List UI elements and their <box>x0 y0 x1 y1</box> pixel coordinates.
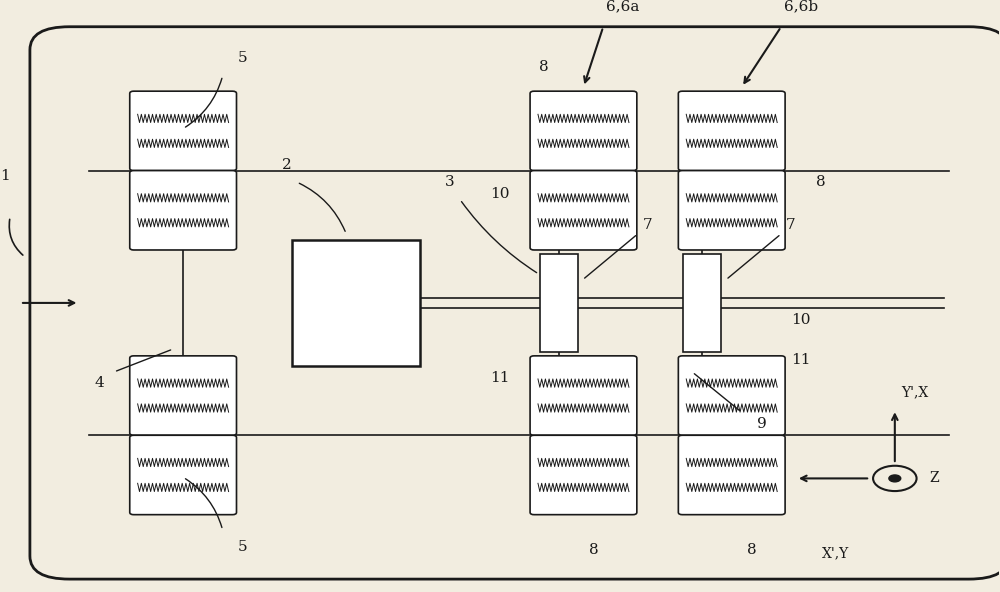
FancyBboxPatch shape <box>530 170 637 250</box>
Text: 10: 10 <box>490 186 509 201</box>
Text: 9: 9 <box>757 417 766 431</box>
Text: 8: 8 <box>589 543 598 557</box>
Text: Y',X: Y',X <box>901 385 928 399</box>
Text: 8: 8 <box>747 543 756 557</box>
Bar <box>683 254 721 352</box>
Text: 10: 10 <box>791 313 811 327</box>
FancyBboxPatch shape <box>130 91 236 170</box>
FancyBboxPatch shape <box>130 356 236 435</box>
FancyBboxPatch shape <box>530 435 637 514</box>
Text: 6,6a: 6,6a <box>606 0 640 14</box>
Text: 3: 3 <box>445 175 455 189</box>
FancyBboxPatch shape <box>530 91 637 170</box>
FancyBboxPatch shape <box>678 435 785 514</box>
Text: 6,6b: 6,6b <box>784 0 818 14</box>
FancyBboxPatch shape <box>30 27 1000 579</box>
Bar <box>292 240 420 366</box>
Text: 7: 7 <box>643 218 653 232</box>
FancyBboxPatch shape <box>678 91 785 170</box>
Text: 5: 5 <box>238 52 247 65</box>
FancyBboxPatch shape <box>678 170 785 250</box>
Text: 5: 5 <box>238 540 247 555</box>
FancyBboxPatch shape <box>530 356 637 435</box>
FancyBboxPatch shape <box>130 170 236 250</box>
Text: 7: 7 <box>786 218 796 232</box>
Circle shape <box>889 475 901 482</box>
Text: 1: 1 <box>0 169 10 184</box>
Text: 2: 2 <box>282 158 292 172</box>
Text: 4: 4 <box>94 377 104 391</box>
FancyBboxPatch shape <box>130 435 236 514</box>
Text: 8: 8 <box>539 60 549 74</box>
FancyBboxPatch shape <box>678 356 785 435</box>
Bar <box>540 254 578 352</box>
Text: 8: 8 <box>816 175 825 189</box>
Text: 11: 11 <box>791 353 811 368</box>
Text: Z: Z <box>930 471 939 485</box>
Text: X',Y: X',Y <box>822 546 849 560</box>
Text: 11: 11 <box>490 371 509 385</box>
